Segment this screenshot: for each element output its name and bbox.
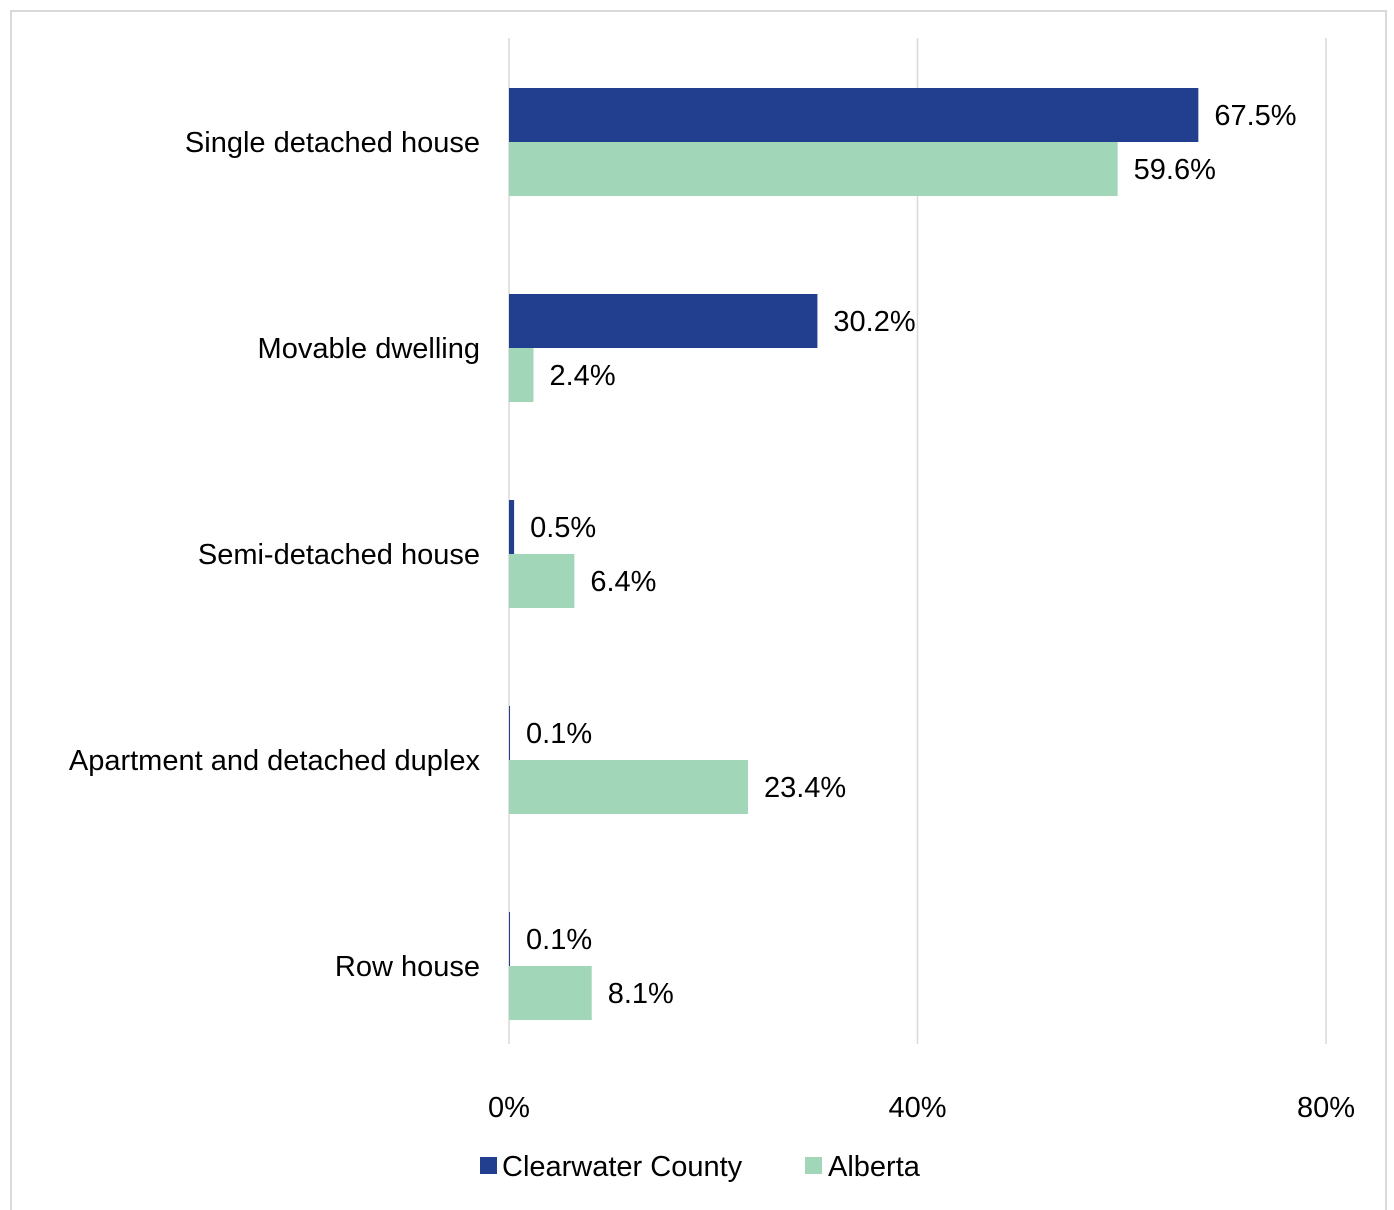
data-label: 8.1% (608, 978, 674, 1010)
category-label: Single detached house (185, 127, 480, 159)
bar (509, 500, 515, 554)
data-label: 30.2% (833, 306, 915, 338)
bar (509, 966, 592, 1020)
bar (509, 760, 748, 814)
data-label: 23.4% (764, 772, 846, 804)
data-label: 0.5% (530, 512, 596, 544)
data-label: 2.4% (550, 360, 616, 392)
bar (509, 554, 575, 608)
legend-swatch (805, 1157, 822, 1174)
bar (509, 88, 1199, 142)
x-tick-label: 40% (888, 1092, 946, 1124)
category-label: Row house (335, 951, 480, 983)
bar (509, 912, 511, 966)
legend-swatch (480, 1157, 497, 1174)
category-label: Semi-detached house (198, 539, 480, 571)
legend-label: Clearwater County (502, 1151, 743, 1183)
bar (509, 294, 818, 348)
bar (509, 348, 534, 402)
category-label: Movable dwelling (258, 333, 480, 365)
legend-label: Alberta (828, 1151, 921, 1183)
data-label: 0.1% (526, 924, 592, 956)
bar (509, 142, 1118, 196)
chart-frame (10, 10, 1387, 1210)
data-label: 6.4% (590, 566, 656, 598)
x-tick-label: 80% (1297, 1092, 1355, 1124)
data-label: 0.1% (526, 718, 592, 750)
x-tick-label: 0% (488, 1092, 530, 1124)
data-label: 67.5% (1214, 100, 1296, 132)
bar (509, 706, 511, 760)
data-label: 59.6% (1134, 154, 1216, 186)
category-label: Apartment and detached duplex (69, 745, 481, 777)
